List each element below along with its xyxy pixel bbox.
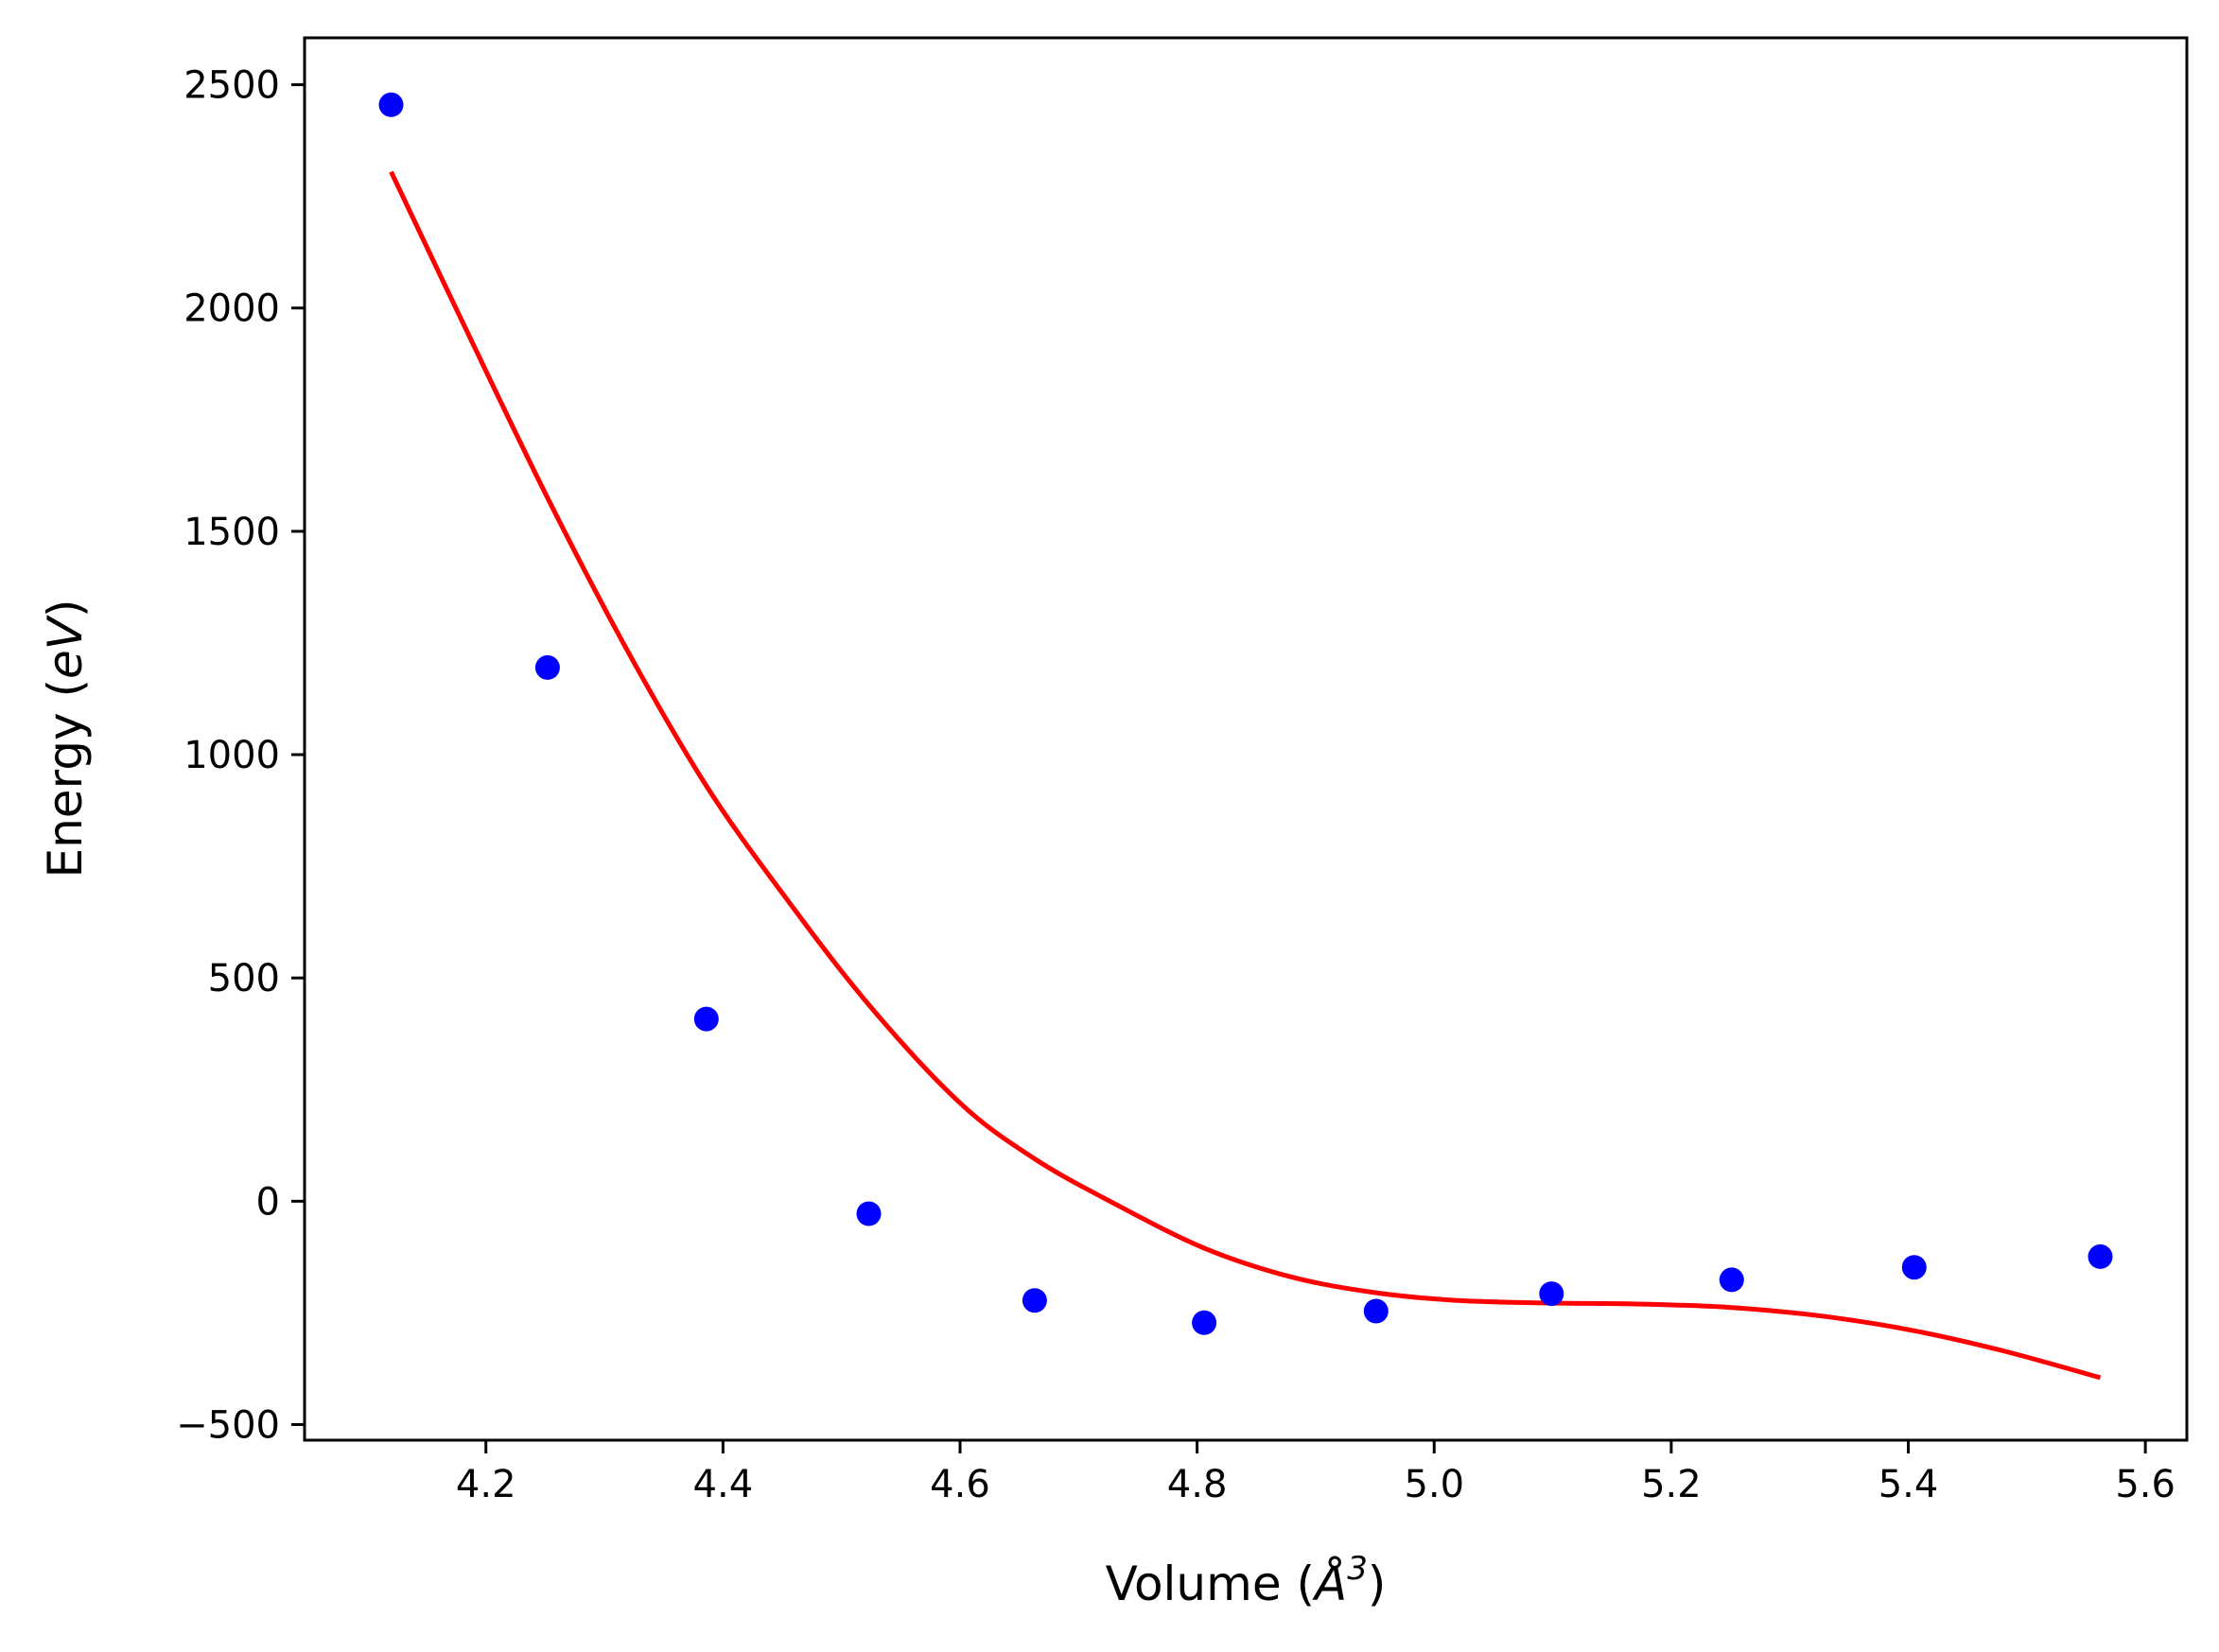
y-tick-label: 2000 [183, 287, 280, 331]
data-point [693, 1006, 719, 1032]
x-tick-label: 5.6 [2115, 1463, 2175, 1506]
x-tick-label: 4.6 [930, 1463, 990, 1506]
plot-area [305, 38, 2187, 1440]
x-tick-label: 4.8 [1167, 1463, 1228, 1506]
data-point [1901, 1255, 1927, 1280]
fit-curve-layer [389, 170, 2102, 1381]
data-point [2088, 1243, 2113, 1269]
x-tick-label: 4.2 [456, 1463, 516, 1506]
y-axis-label: Energy (eV) [38, 600, 93, 878]
plot-frame [303, 36, 2189, 1442]
y-tick-label: 0 [256, 1180, 280, 1224]
data-point [1363, 1298, 1389, 1324]
x-tick-label: 5.4 [1878, 1463, 1939, 1506]
data-point [1719, 1267, 1744, 1293]
data-point [1539, 1281, 1564, 1307]
data-point [378, 92, 404, 117]
y-tick-label: 500 [208, 957, 280, 1000]
data-points-layer [378, 92, 2113, 1335]
y-tick-label: 2500 [183, 64, 280, 108]
data-point [856, 1201, 882, 1226]
x-tick-label: 4.4 [693, 1463, 754, 1506]
x-tick-label: 5.0 [1404, 1463, 1464, 1506]
y-tick-label: 1000 [183, 734, 280, 777]
fit-curve-line [389, 170, 2102, 1381]
y-axis-ticks: −500 0 500 1000 1500 2000 2500 [176, 64, 305, 1447]
y-tick-label: 1500 [183, 511, 280, 554]
data-point [534, 654, 560, 680]
data-point [1022, 1288, 1047, 1313]
x-tick-label: 5.2 [1641, 1463, 1702, 1506]
x-axis-label: Volume (Å3) [1106, 1550, 1387, 1611]
y-tick-label: −500 [176, 1403, 280, 1447]
x-axis-ticks: 4.2 4.4 4.6 4.8 5.0 5.2 5.4 5.6 [456, 1440, 2175, 1506]
data-point [1192, 1310, 1217, 1335]
